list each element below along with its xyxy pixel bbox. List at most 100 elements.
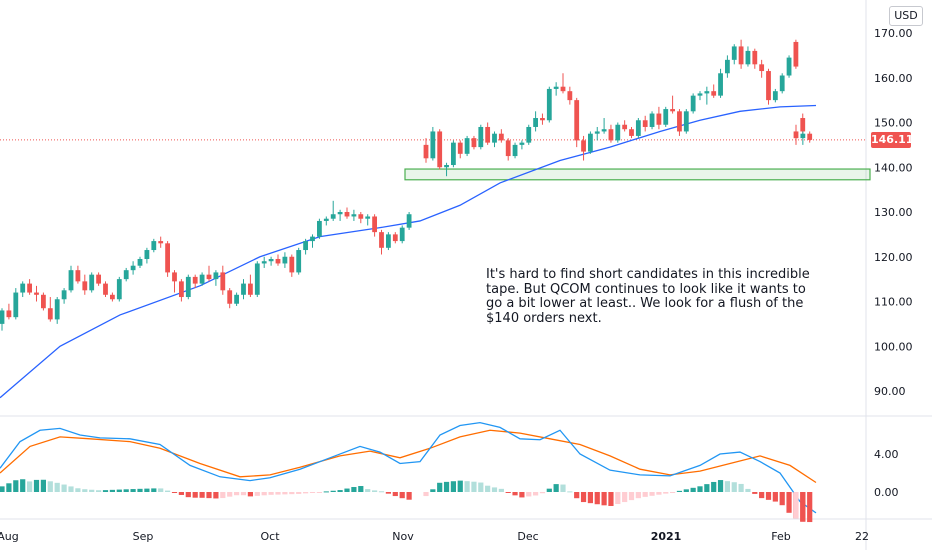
y-tick-label: 100.00 — [874, 340, 913, 353]
candle-body — [123, 270, 129, 280]
candle-body — [670, 109, 675, 112]
moving-average-line — [0, 104, 817, 399]
candle-body — [725, 59, 730, 74]
y-tick-label: 90.00 — [874, 385, 906, 398]
histogram-bar — [512, 492, 518, 496]
y-tick-label: 140.00 — [874, 161, 913, 174]
histogram-bar — [372, 490, 378, 492]
histogram-bar — [498, 488, 504, 492]
histogram-bar — [289, 492, 295, 495]
histogram-bar — [464, 481, 470, 492]
candle-body — [649, 113, 655, 127]
candle-body — [779, 75, 785, 92]
candle-body — [206, 274, 212, 280]
histogram-bar — [807, 492, 813, 523]
histogram-bar — [478, 482, 484, 492]
histogram-bar — [800, 492, 806, 522]
candle-body — [213, 272, 219, 280]
histogram-bar — [158, 488, 164, 492]
histogram-bar — [309, 492, 316, 493]
histogram-bar — [704, 484, 710, 492]
histogram-bar — [406, 492, 412, 500]
histogram-bar — [485, 485, 491, 492]
histogram-bar — [89, 489, 95, 492]
histogram-bar — [793, 492, 799, 519]
candle-body — [185, 276, 191, 298]
last-price-tag: 146.11 — [871, 132, 914, 148]
osc-y-tick-label: 0.00 — [874, 486, 899, 499]
histogram-bar — [437, 482, 443, 492]
y-tick-label: 150.00 — [874, 117, 913, 130]
histogram-bar — [351, 487, 357, 492]
currency-button[interactable]: USD — [889, 6, 923, 26]
candle-body — [492, 133, 497, 143]
histogram-bar — [533, 492, 539, 496]
histogram-bar — [13, 480, 19, 492]
candle-body — [6, 310, 12, 318]
histogram-bar — [738, 483, 744, 492]
histogram-bar — [745, 488, 751, 492]
histogram-bar — [385, 492, 391, 494]
histogram-bar — [199, 492, 205, 498]
candle-body — [351, 214, 357, 217]
histogram-bar — [683, 489, 689, 492]
candle-body — [282, 256, 288, 264]
candle-body — [61, 290, 67, 300]
histogram-bar — [443, 481, 450, 492]
candle-body — [303, 241, 308, 251]
candle-body — [464, 138, 470, 154]
candle-body — [745, 50, 751, 65]
histogram-bar — [33, 479, 40, 492]
histogram-bar — [628, 492, 635, 501]
histogram-bar — [268, 492, 274, 495]
histogram-bar — [75, 488, 81, 492]
histogram-bar — [337, 490, 343, 492]
candle-body — [137, 258, 143, 266]
histogram-bar — [165, 490, 171, 492]
histogram-bar — [505, 492, 511, 493]
histogram-bar — [594, 492, 600, 505]
histogram-bar — [574, 492, 580, 499]
histogram-bar — [123, 489, 129, 492]
candle-body — [234, 294, 239, 304]
x-tick-label: Aug — [0, 530, 19, 543]
y-tick-label: 110.00 — [874, 296, 913, 309]
candle-body — [615, 124, 621, 141]
candle-body — [437, 131, 443, 168]
candle-body — [629, 129, 634, 136]
histogram-bar — [137, 488, 143, 492]
candle-body — [254, 263, 260, 295]
candle-body — [567, 91, 573, 101]
histogram-bar — [642, 492, 648, 497]
histogram-bar — [656, 492, 662, 495]
histogram-bar — [171, 492, 178, 493]
candle-body — [711, 91, 717, 96]
histogram-bar — [365, 489, 371, 492]
candle-body — [581, 140, 586, 152]
candle-body — [248, 283, 253, 295]
histogram-bar — [234, 492, 240, 496]
histogram-bar — [358, 486, 364, 492]
candle-body — [533, 118, 538, 127]
histogram-bar — [213, 492, 219, 499]
candle-body — [82, 281, 88, 291]
histogram-bar — [580, 492, 587, 503]
histogram-bar — [399, 492, 405, 499]
candle-body — [144, 250, 150, 259]
histogram-bar — [323, 491, 329, 493]
candle-body — [13, 292, 19, 318]
histogram-bar — [560, 484, 566, 492]
candle-body — [34, 292, 39, 295]
histogram-bar — [779, 492, 785, 506]
histogram-bar — [344, 488, 350, 492]
candle-body — [457, 142, 463, 154]
histogram-bar — [27, 481, 33, 492]
histogram-bar — [663, 492, 669, 494]
y-tick-label: 160.00 — [874, 72, 913, 85]
histogram-bar — [185, 492, 191, 498]
candle-body — [386, 234, 391, 248]
histogram-bar — [0, 486, 5, 492]
candle-body — [588, 133, 593, 152]
candle-body — [199, 274, 205, 284]
